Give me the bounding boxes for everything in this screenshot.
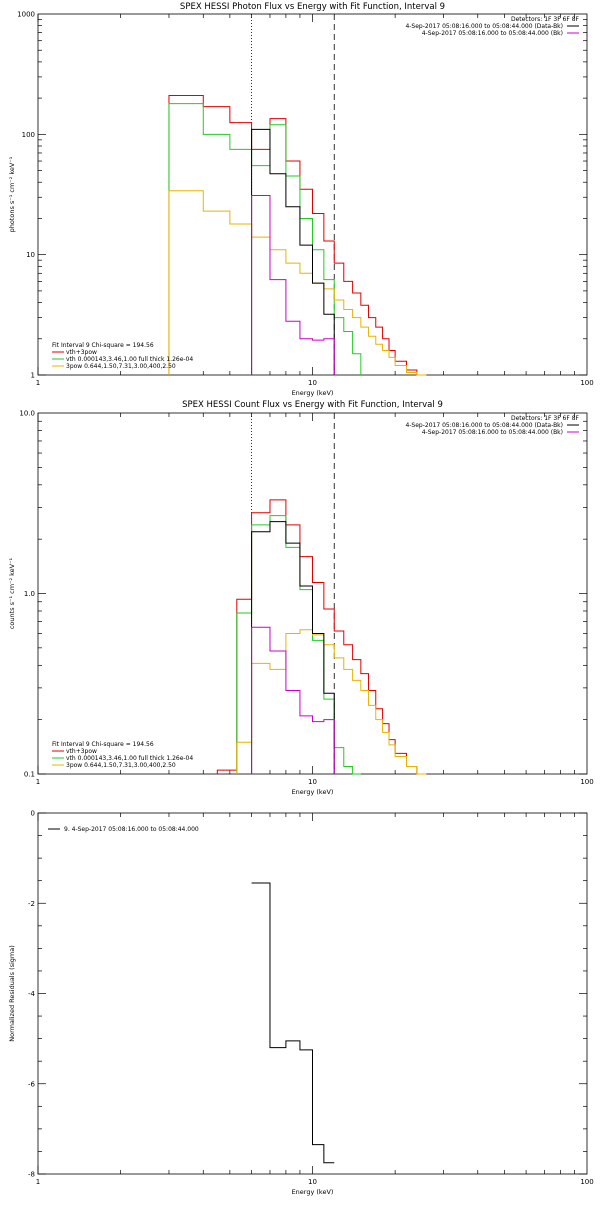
photon-x-tick-label: 100: [580, 379, 593, 387]
photon-y-tick-label: 1: [31, 372, 35, 380]
photon-legend-entry: 3pow 0.644,1.50,7.31,3.00,400,2.50: [66, 363, 176, 370]
count-header-line: 4-Sep-2017 05:08:16.000 to 05:08:44.000 …: [422, 429, 563, 436]
residuals-x-axis-label: Energy (keV): [292, 1188, 334, 1196]
count-x-tick-label: 100: [580, 778, 593, 786]
count-series-red: [216, 499, 427, 775]
count-y-tick-label: 0.1: [24, 771, 35, 779]
residuals-y-tick-label: 0: [31, 810, 35, 818]
photon-legend-entry: vth 0.000143,3.46,1.00 full thick 1.26e-…: [66, 356, 193, 363]
count-series-black: [251, 521, 335, 774]
photon-header-line: 4-Sep-2017 05:08:16.000 to 05:08:44.000 …: [422, 30, 563, 37]
count-y-tick-label: 1.0: [24, 590, 35, 598]
count-header-line: 4-Sep-2017 05:08:16.000 to 05:08:44.000 …: [405, 422, 563, 429]
photon-series-black: [251, 128, 335, 375]
residuals-y-tick-label: -4: [28, 990, 36, 998]
residuals-x-tick-label: 10: [308, 1178, 317, 1186]
count-flux-plot: SPEX HESSI Count Flux vs Energy with Fit…: [8, 400, 594, 796]
count-y-axis-label: counts s⁻¹ cm⁻² keV⁻¹: [8, 557, 16, 629]
residuals-y-tick-label: -2: [28, 900, 35, 908]
count-legend-entry: vth+3pow: [66, 748, 97, 755]
residuals-plot: 1 10 100 0 -2 -4 -6 -8 Energy (keV) Normalized Re…: [8, 810, 594, 1197]
residuals-y-tick-label: -6: [28, 1080, 36, 1088]
photon-y-tick-label: 1000: [17, 11, 35, 19]
photon-flux-plot: SPEX HESSI Photon Flux vs Energy with Fi…: [8, 2, 594, 397]
count-y-tick-label: 10.0: [19, 410, 35, 418]
photon-series-yellow: [168, 190, 427, 376]
count-series-magenta: [251, 626, 335, 774]
photon-y-tick-label: 10: [26, 251, 35, 259]
photon-x-tick-label: 1: [36, 379, 40, 387]
residuals-series-black: [251, 882, 335, 1164]
count-legend-entry: 3pow 0.644,1.50,7.31,3.00,400,2.50: [66, 762, 176, 769]
photon-y-tick-label: 100: [22, 131, 35, 139]
photon-header-line: 4-Sep-2017 05:08:16.000 to 05:08:44.000 …: [405, 23, 563, 30]
count-title: SPEX HESSI Count Flux vs Energy with Fit…: [182, 400, 443, 410]
count-legend-title: Fit Interval 9 Chi-square = 194.56: [52, 741, 154, 748]
photon-legend-entry: vth+3pow: [66, 349, 97, 356]
photon-legend-title: Fit Interval 9 Chi-square = 194.56: [52, 342, 154, 349]
residuals-legend-entry: 9. 4-Sep-2017 05:08:16.000 to 05:08:44.0…: [64, 826, 199, 833]
residuals-y-axis-label: Normalized Residuals (sigma): [8, 945, 16, 1042]
photon-x-tick-label: 10: [308, 379, 317, 387]
residuals-y-tick-label: -8: [28, 1171, 35, 1179]
count-header-line: Detectors: 1F 3F 6F 8F: [511, 415, 580, 422]
count-series-yellow: [236, 629, 427, 775]
photon-x-axis-label: Energy (keV): [292, 389, 334, 397]
residuals-x-tick-label: 1: [36, 1178, 40, 1186]
count-legend-entry: vth 0.000143,3.46,1.00 full thick 1.26e-…: [66, 755, 193, 762]
count-x-tick-label: 10: [308, 778, 317, 786]
count-x-axis-label: Energy (keV): [292, 788, 334, 796]
photon-y-axis-label: photons s⁻¹ cm⁻² keV⁻¹: [8, 156, 16, 232]
count-series-green: [236, 515, 361, 775]
photon-series-green: [168, 103, 362, 375]
photon-series-red: [168, 95, 427, 376]
count-x-tick-label: 1: [36, 778, 40, 786]
residuals-x-tick-label: 100: [580, 1178, 593, 1186]
photon-header-line: Detectors: 1F 3F 6F 8F: [511, 16, 580, 23]
photon-series-magenta: [251, 195, 335, 375]
photon-title: SPEX HESSI Photon Flux vs Energy with Fi…: [180, 2, 445, 12]
